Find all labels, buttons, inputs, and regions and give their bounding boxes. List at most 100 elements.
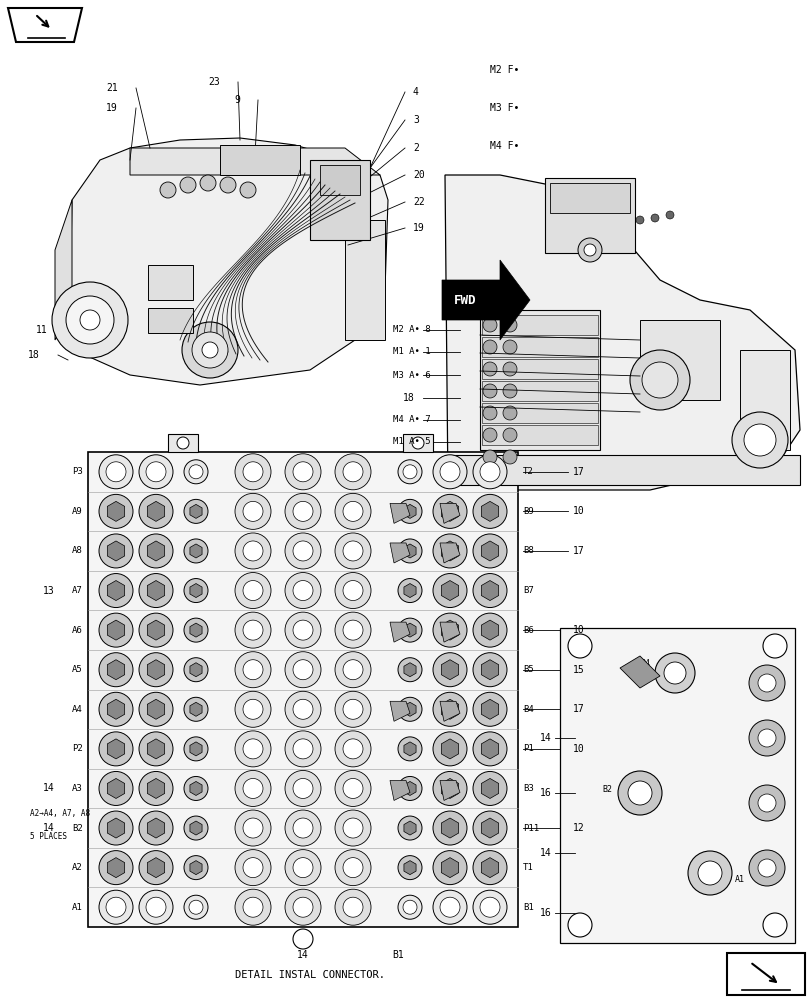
Polygon shape bbox=[403, 584, 415, 598]
Polygon shape bbox=[147, 778, 165, 798]
Circle shape bbox=[139, 455, 173, 489]
Circle shape bbox=[473, 692, 506, 726]
Text: 17: 17 bbox=[573, 467, 584, 477]
Text: M1 A• 5: M1 A• 5 bbox=[393, 438, 430, 446]
Bar bbox=[549, 183, 629, 213]
Text: 13: 13 bbox=[43, 586, 55, 596]
Text: 17: 17 bbox=[573, 704, 584, 714]
Circle shape bbox=[293, 818, 312, 838]
Circle shape bbox=[234, 850, 271, 886]
Circle shape bbox=[234, 691, 271, 727]
Text: 17: 17 bbox=[573, 546, 584, 556]
Circle shape bbox=[293, 778, 312, 798]
Text: 14: 14 bbox=[539, 848, 551, 858]
Polygon shape bbox=[403, 504, 415, 518]
Circle shape bbox=[568, 913, 591, 937]
Circle shape bbox=[242, 858, 263, 878]
Polygon shape bbox=[147, 818, 165, 838]
Circle shape bbox=[285, 454, 320, 490]
Bar bbox=[482, 403, 597, 423]
Circle shape bbox=[240, 182, 255, 198]
Bar bbox=[726, 953, 804, 995]
Polygon shape bbox=[107, 858, 125, 878]
Polygon shape bbox=[107, 818, 125, 838]
Circle shape bbox=[402, 900, 417, 914]
Circle shape bbox=[106, 897, 126, 917]
Text: B4: B4 bbox=[522, 705, 533, 714]
Circle shape bbox=[180, 177, 195, 193]
Text: 9: 9 bbox=[234, 95, 240, 105]
Text: A5: A5 bbox=[72, 665, 83, 674]
Polygon shape bbox=[481, 620, 498, 640]
Text: B8: B8 bbox=[522, 546, 533, 555]
Polygon shape bbox=[481, 581, 498, 601]
Text: B6: B6 bbox=[522, 626, 533, 635]
Polygon shape bbox=[147, 620, 165, 640]
Circle shape bbox=[99, 851, 133, 885]
Circle shape bbox=[629, 350, 689, 410]
Text: 10: 10 bbox=[573, 506, 584, 516]
Text: 18: 18 bbox=[402, 393, 414, 403]
Text: 16: 16 bbox=[539, 908, 551, 918]
Circle shape bbox=[397, 697, 422, 721]
Text: 19: 19 bbox=[413, 223, 424, 233]
Text: 12: 12 bbox=[573, 823, 584, 833]
Text: 10: 10 bbox=[573, 744, 584, 754]
Polygon shape bbox=[440, 503, 460, 523]
Text: P11: P11 bbox=[522, 824, 539, 833]
Text: FWD: FWD bbox=[453, 294, 476, 306]
Polygon shape bbox=[441, 778, 458, 798]
Circle shape bbox=[473, 890, 506, 924]
Circle shape bbox=[184, 776, 208, 800]
Circle shape bbox=[293, 501, 312, 521]
Polygon shape bbox=[481, 501, 498, 521]
Circle shape bbox=[285, 850, 320, 886]
Polygon shape bbox=[481, 858, 498, 878]
Circle shape bbox=[397, 816, 422, 840]
Circle shape bbox=[285, 889, 320, 925]
Polygon shape bbox=[147, 858, 165, 878]
Circle shape bbox=[762, 634, 786, 658]
Circle shape bbox=[432, 851, 466, 885]
Circle shape bbox=[743, 424, 775, 456]
Circle shape bbox=[397, 856, 422, 880]
Polygon shape bbox=[481, 541, 498, 561]
Polygon shape bbox=[190, 781, 202, 795]
Polygon shape bbox=[130, 148, 380, 175]
Circle shape bbox=[242, 778, 263, 798]
Bar bbox=[482, 359, 597, 379]
Circle shape bbox=[342, 858, 363, 878]
Circle shape bbox=[335, 889, 371, 925]
Circle shape bbox=[184, 499, 208, 523]
Circle shape bbox=[473, 811, 506, 845]
Circle shape bbox=[335, 850, 371, 886]
Text: DETAIL INSTAL CONNECTOR.: DETAIL INSTAL CONNECTOR. bbox=[234, 970, 384, 980]
Circle shape bbox=[411, 437, 423, 449]
Circle shape bbox=[242, 660, 263, 680]
Circle shape bbox=[293, 699, 312, 719]
Text: M4 F•: M4 F• bbox=[489, 141, 519, 151]
Polygon shape bbox=[190, 861, 202, 875]
Circle shape bbox=[139, 692, 173, 726]
Polygon shape bbox=[403, 861, 415, 875]
Text: 14: 14 bbox=[43, 823, 55, 833]
Text: 21: 21 bbox=[106, 83, 118, 93]
Polygon shape bbox=[147, 541, 165, 561]
Bar bbox=[444, 455, 799, 485]
Circle shape bbox=[432, 890, 466, 924]
Circle shape bbox=[617, 771, 661, 815]
Bar bbox=[560, 628, 794, 943]
Circle shape bbox=[234, 612, 271, 648]
Polygon shape bbox=[107, 778, 125, 798]
Circle shape bbox=[473, 771, 506, 805]
Circle shape bbox=[184, 895, 208, 919]
Bar bbox=[402, 434, 432, 452]
Circle shape bbox=[342, 501, 363, 521]
Circle shape bbox=[335, 770, 371, 806]
Circle shape bbox=[473, 455, 506, 489]
Circle shape bbox=[285, 493, 320, 529]
Circle shape bbox=[184, 539, 208, 563]
Circle shape bbox=[432, 455, 466, 489]
Text: A1: A1 bbox=[72, 903, 83, 912]
Bar bbox=[482, 381, 597, 401]
